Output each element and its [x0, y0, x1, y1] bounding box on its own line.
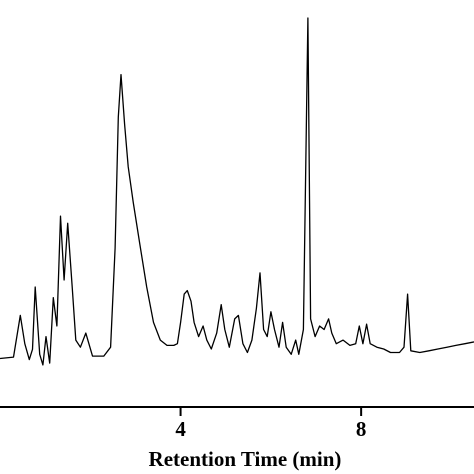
chromatogram-trace	[0, 17, 474, 366]
x-tick-label-8: 8	[356, 417, 367, 441]
x-axis-title: Retention Time (min)	[149, 447, 342, 471]
plot-area	[0, 17, 474, 366]
x-tick-label-4: 4	[175, 417, 186, 441]
